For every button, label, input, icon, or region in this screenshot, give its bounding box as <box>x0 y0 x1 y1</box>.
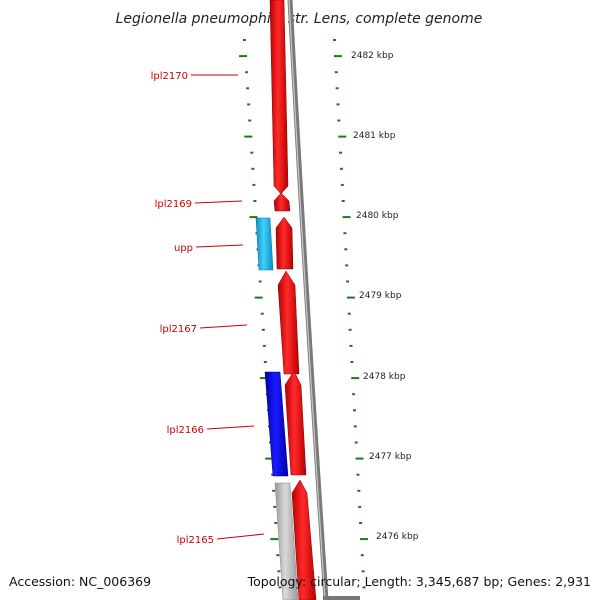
gene-lpl2167[interactable] <box>277 270 300 375</box>
gene-label-lpl2169[interactable]: lpl2169 <box>155 199 192 210</box>
gene-lpl2165[interactable] <box>291 479 317 600</box>
leader-lpl2166 <box>206 425 255 430</box>
gene-label-lpl2167[interactable]: lpl2167 <box>160 324 197 335</box>
outer-tick-ring <box>333 39 368 589</box>
gene-lpl2166[interactable] <box>284 370 307 476</box>
leader-lpl2165 <box>216 533 265 540</box>
gene-upp[interactable] <box>275 216 294 270</box>
topology-text: Topology: circular; Length: 3,345,687 bp… <box>247 574 591 589</box>
gene-label-lpl2170[interactable]: lpl2170 <box>151 71 188 82</box>
scale-label-2478: 2478 kbp <box>363 372 406 382</box>
scale-label-2482: 2482 kbp <box>351 51 394 61</box>
accession-text: Accession: NC_006369 <box>9 574 151 589</box>
gene-lpl2166-reverse-strand[interactable] <box>264 371 289 477</box>
gene-label-lpl2166[interactable]: lpl2166 <box>167 425 204 436</box>
map-title: Legionella pneumophila str. Lens, comple… <box>116 11 483 27</box>
leader-lpl2167 <box>199 324 248 329</box>
gene-label-upp[interactable]: upp <box>174 243 193 254</box>
gene-lpl2169[interactable] <box>273 192 291 212</box>
gene-upp-reverse-strand[interactable] <box>255 217 274 271</box>
genome-backbone <box>287 0 329 600</box>
gene-lpl2170[interactable] <box>269 0 289 195</box>
scale-label-2479: 2479 kbp <box>359 291 402 301</box>
leader-upp <box>195 244 244 248</box>
gene-lpl2165-reverse-strand[interactable] <box>274 482 299 600</box>
leader-lpl2169 <box>194 200 243 204</box>
scale-label-2480: 2480 kbp <box>356 211 399 221</box>
scale-label-2476: 2476 kbp <box>376 532 419 542</box>
scale-label-2481: 2481 kbp <box>353 131 396 141</box>
scale-label-2477: 2477 kbp <box>369 452 412 462</box>
gene-label-lpl2165[interactable]: lpl2165 <box>177 535 214 546</box>
